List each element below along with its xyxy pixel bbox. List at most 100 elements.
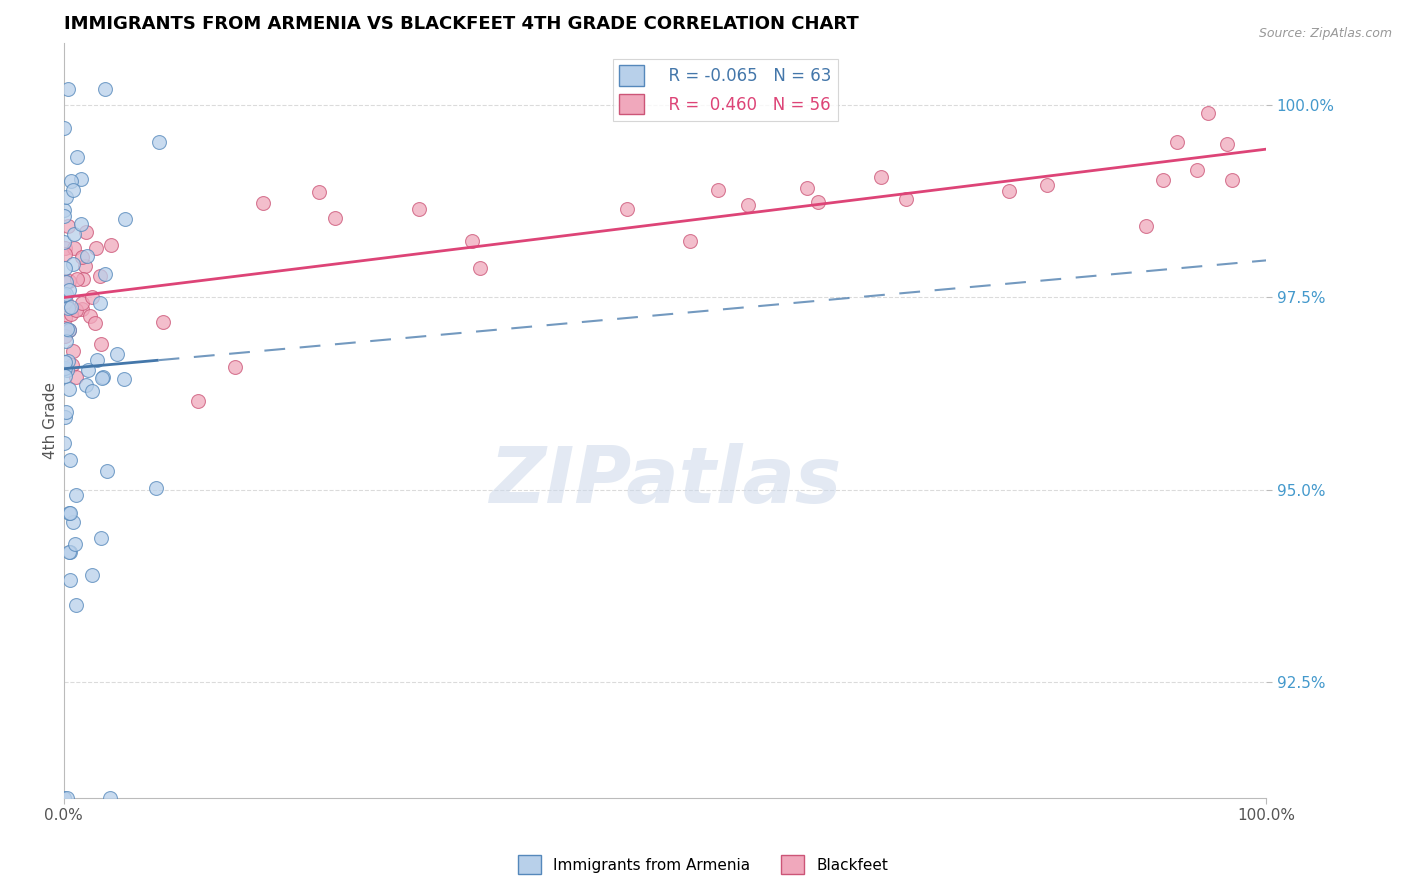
Point	[53, 311, 76, 326]
Text: Source: ZipAtlas.com: Source: ZipAtlas.com	[1258, 27, 1392, 40]
Point	[461, 234, 484, 248]
Point	[308, 185, 330, 199]
Point	[737, 198, 759, 212]
Point	[80, 384, 103, 398]
Point	[224, 360, 246, 375]
Point	[105, 346, 128, 360]
Point	[707, 183, 730, 197]
Point	[114, 372, 136, 386]
Point	[152, 315, 174, 329]
Point	[53, 410, 76, 425]
Point	[93, 82, 115, 96]
Point	[53, 436, 76, 450]
Point	[55, 334, 77, 348]
Point	[1220, 173, 1243, 187]
Point	[55, 363, 77, 377]
Point	[1187, 163, 1209, 178]
Point	[408, 202, 430, 217]
Point	[59, 453, 82, 467]
Point	[323, 211, 346, 225]
Point	[66, 150, 89, 164]
Point	[96, 464, 118, 478]
Point	[59, 506, 82, 520]
Point	[53, 274, 76, 288]
Point	[52, 202, 75, 217]
Point	[1152, 172, 1174, 186]
Point	[70, 217, 93, 231]
Point	[62, 344, 84, 359]
Point	[59, 573, 82, 587]
Point	[63, 227, 86, 241]
Point	[53, 791, 76, 805]
Point	[89, 268, 111, 283]
Point	[70, 296, 93, 310]
Point	[1216, 137, 1239, 152]
Point	[1166, 136, 1188, 150]
Legend: Immigrants from Armenia, Blackfeet: Immigrants from Armenia, Blackfeet	[512, 849, 894, 880]
Point	[90, 531, 112, 545]
Point	[73, 259, 96, 273]
Point	[55, 190, 77, 204]
Point	[998, 184, 1021, 198]
Point	[75, 225, 97, 239]
Point	[79, 309, 101, 323]
Point	[60, 174, 83, 188]
Point	[60, 307, 83, 321]
Point	[53, 241, 76, 255]
Point	[58, 506, 80, 520]
Point	[91, 370, 114, 384]
Point	[56, 322, 79, 336]
Point	[63, 241, 86, 255]
Point	[53, 288, 76, 302]
Point	[52, 321, 75, 335]
Point	[65, 302, 87, 317]
Point	[53, 121, 76, 136]
Point	[53, 360, 76, 375]
Point	[62, 257, 84, 271]
Point	[56, 82, 79, 96]
Point	[55, 295, 77, 310]
Point	[66, 272, 89, 286]
Point	[84, 241, 107, 255]
Point	[76, 249, 98, 263]
Point	[72, 272, 94, 286]
Point	[678, 234, 700, 248]
Point	[90, 336, 112, 351]
Point	[616, 202, 638, 216]
Point	[59, 545, 82, 559]
Point	[62, 515, 84, 529]
Point	[56, 219, 79, 233]
Point	[468, 261, 491, 276]
Point	[84, 316, 107, 330]
Point	[1036, 178, 1059, 192]
Point	[94, 267, 117, 281]
Point	[70, 301, 93, 316]
Point	[53, 354, 76, 368]
Point	[58, 301, 80, 315]
Point	[82, 568, 104, 582]
Point	[60, 358, 83, 372]
Point	[56, 791, 79, 805]
Point	[53, 328, 76, 343]
Point	[65, 599, 87, 613]
Point	[59, 300, 82, 314]
Point	[1197, 105, 1219, 120]
Point	[58, 283, 80, 297]
Point	[70, 250, 93, 264]
Point	[58, 323, 80, 337]
Point	[65, 488, 87, 502]
Point	[58, 323, 80, 337]
Point	[55, 405, 77, 419]
Point	[77, 363, 100, 377]
Point	[869, 170, 891, 185]
Point	[58, 275, 80, 289]
Point	[62, 183, 84, 197]
Point	[53, 261, 76, 276]
Legend:   R = -0.065   N = 63,   R =  0.460   N = 56: R = -0.065 N = 63, R = 0.460 N = 56	[613, 59, 838, 121]
Point	[58, 545, 80, 559]
Point	[58, 382, 80, 396]
Point	[86, 352, 108, 367]
Point	[65, 370, 87, 384]
Text: ZIPatlas: ZIPatlas	[489, 443, 841, 519]
Point	[53, 247, 76, 261]
